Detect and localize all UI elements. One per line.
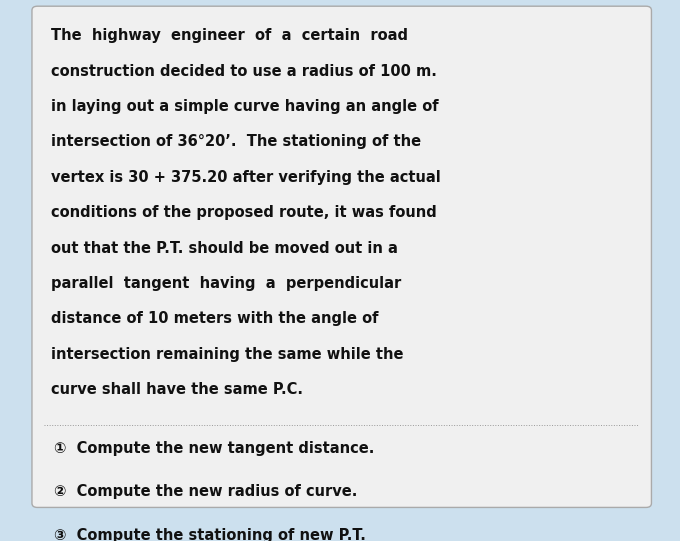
- Text: intersection of 36°20’.  The stationing of the: intersection of 36°20’. The stationing o…: [51, 135, 421, 149]
- Text: out that the P.T. should be moved out in a: out that the P.T. should be moved out in…: [51, 241, 398, 255]
- Text: construction decided to use a radius of 100 m.: construction decided to use a radius of …: [51, 64, 437, 79]
- Text: The  highway  engineer  of  a  certain  road: The highway engineer of a certain road: [51, 28, 408, 43]
- Text: ③  Compute the stationing of new P.T.: ③ Compute the stationing of new P.T.: [54, 529, 367, 541]
- FancyBboxPatch shape: [32, 6, 651, 507]
- Text: ②  Compute the new radius of curve.: ② Compute the new radius of curve.: [54, 484, 358, 499]
- Text: curve shall have the same P.C.: curve shall have the same P.C.: [51, 382, 303, 397]
- Text: ①  Compute the new tangent distance.: ① Compute the new tangent distance.: [54, 440, 375, 456]
- Text: distance of 10 meters with the angle of: distance of 10 meters with the angle of: [51, 311, 379, 326]
- Text: intersection remaining the same while the: intersection remaining the same while th…: [51, 347, 403, 361]
- Text: vertex is 30 + 375.20 after verifying the actual: vertex is 30 + 375.20 after verifying th…: [51, 170, 441, 185]
- Text: in laying out a simple curve having an angle of: in laying out a simple curve having an a…: [51, 99, 439, 114]
- Text: conditions of the proposed route, it was found: conditions of the proposed route, it was…: [51, 205, 437, 220]
- Text: parallel  tangent  having  a  perpendicular: parallel tangent having a perpendicular: [51, 276, 401, 291]
